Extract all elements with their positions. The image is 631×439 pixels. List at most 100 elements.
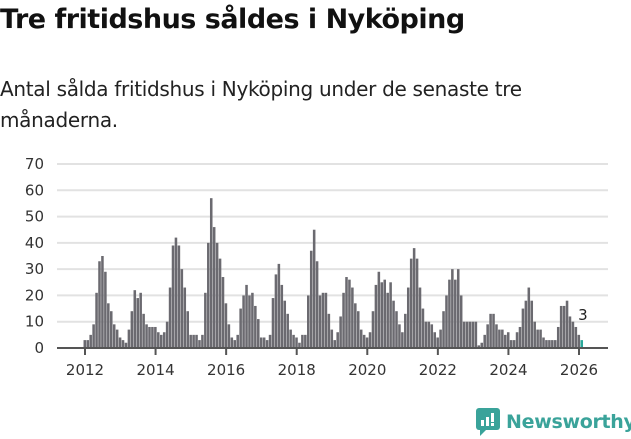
bar	[221, 277, 225, 348]
bar	[562, 305, 566, 348]
bar	[195, 334, 198, 348]
bar	[312, 229, 316, 348]
newsworthy-logo: Newsworthy	[476, 408, 631, 436]
y-tick-label: 20	[25, 286, 44, 304]
y-axis: 0 10 20 30 40 50 60 70	[25, 155, 44, 357]
chart-title: Tre fritidshus såldes i Nyköping	[0, 4, 465, 35]
bar	[115, 329, 119, 348]
bar	[412, 248, 416, 348]
bar	[274, 274, 278, 348]
bar	[215, 242, 219, 348]
bar	[245, 284, 248, 348]
bar	[430, 324, 434, 348]
bar	[456, 269, 460, 348]
bar	[556, 326, 560, 348]
bar	[174, 237, 178, 348]
bar	[192, 334, 195, 348]
bar	[159, 334, 163, 348]
bar	[480, 342, 484, 348]
bar	[351, 287, 354, 348]
bar	[548, 340, 551, 348]
bar	[198, 340, 201, 348]
bar	[451, 269, 454, 348]
bar	[133, 290, 137, 348]
bar	[130, 311, 134, 348]
bar	[201, 334, 204, 348]
gridlines	[57, 163, 608, 323]
bar	[127, 329, 131, 348]
bar	[486, 324, 489, 348]
y-tick-label: 70	[25, 155, 44, 173]
bar	[277, 263, 281, 348]
bar	[292, 334, 295, 348]
bar	[92, 324, 95, 348]
bar	[354, 303, 357, 348]
bar	[401, 332, 404, 348]
bar	[286, 313, 289, 348]
bar	[536, 329, 539, 348]
bar	[101, 256, 104, 348]
bar	[577, 334, 581, 348]
bar	[483, 334, 486, 348]
bar	[324, 292, 328, 348]
bar	[98, 261, 101, 348]
bar	[521, 308, 525, 348]
bar	[118, 337, 122, 348]
bar	[368, 332, 372, 348]
bar	[506, 332, 510, 348]
bar	[527, 287, 531, 348]
bar	[186, 311, 189, 348]
bar	[139, 292, 142, 348]
bar	[448, 279, 451, 348]
bar	[283, 300, 287, 348]
x-axis: 2012 2014 2016 2018 2020 2022 2024 2026	[57, 347, 608, 379]
bar	[342, 292, 345, 348]
bar	[404, 313, 407, 348]
bar	[359, 329, 363, 348]
x-tick-label: 2012	[66, 361, 104, 379]
annotation: 3	[578, 306, 588, 324]
bar	[459, 295, 463, 348]
bar	[212, 227, 216, 348]
bars	[83, 198, 584, 348]
last-value-label: 3	[578, 306, 588, 324]
bar	[301, 334, 304, 348]
bar	[189, 334, 192, 348]
x-tick-label: 2016	[207, 361, 245, 379]
bar	[477, 345, 481, 348]
bar	[512, 340, 516, 348]
bar	[86, 340, 90, 348]
bar	[309, 250, 313, 348]
bar	[398, 324, 401, 348]
bar	[389, 282, 392, 348]
bar	[327, 313, 331, 348]
bar	[380, 282, 384, 348]
bar	[362, 334, 366, 348]
bar	[374, 284, 378, 348]
bar	[295, 337, 298, 348]
bar	[95, 292, 98, 348]
bar	[224, 303, 228, 348]
bar	[348, 279, 351, 348]
bar	[406, 287, 410, 348]
bar	[262, 337, 266, 348]
bar	[574, 326, 578, 348]
bar	[495, 324, 498, 348]
bar	[454, 279, 457, 348]
bar	[207, 242, 210, 348]
bar	[321, 292, 325, 348]
bar	[383, 279, 386, 348]
bar	[439, 329, 442, 348]
bar	[112, 324, 116, 348]
bar	[415, 258, 419, 348]
bar	[465, 321, 469, 348]
bar	[356, 311, 360, 348]
bar	[280, 284, 284, 348]
bar	[571, 321, 575, 348]
x-tick-label: 2018	[278, 361, 316, 379]
bar	[418, 287, 422, 348]
bar	[107, 303, 110, 348]
bar	[336, 332, 339, 348]
bar	[559, 305, 563, 348]
x-tick-label: 2022	[419, 361, 457, 379]
